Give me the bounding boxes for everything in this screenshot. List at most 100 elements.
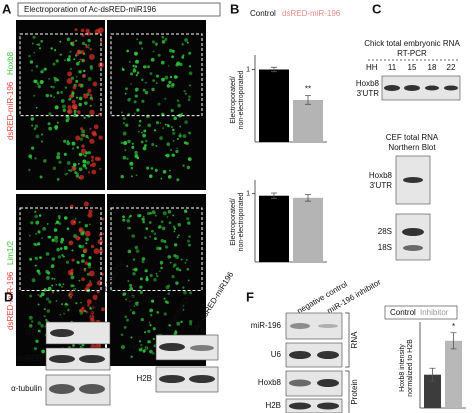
cell <box>144 269 148 273</box>
cell <box>120 174 124 179</box>
cell <box>120 111 123 114</box>
cell <box>54 235 59 240</box>
cell <box>184 38 188 42</box>
cell <box>56 121 59 124</box>
cell <box>60 99 65 103</box>
cell <box>36 43 38 46</box>
cell <box>183 290 187 295</box>
cell <box>53 96 55 99</box>
cell <box>52 62 56 66</box>
cell <box>69 50 72 53</box>
cell <box>155 274 159 278</box>
cell <box>51 277 54 280</box>
cell <box>129 286 134 291</box>
cell <box>69 67 72 71</box>
cell <box>37 230 41 234</box>
cell <box>149 72 153 76</box>
cell <box>66 161 71 165</box>
cell <box>64 86 68 89</box>
cell <box>153 232 157 236</box>
cell <box>72 147 75 150</box>
cell <box>157 225 161 229</box>
band <box>317 402 339 410</box>
cell <box>127 139 131 144</box>
stage: 11 <box>388 63 397 72</box>
cell <box>148 174 153 178</box>
cell <box>41 237 43 239</box>
cell <box>75 96 79 99</box>
cell <box>32 35 36 39</box>
cell <box>139 285 143 289</box>
cell <box>145 276 149 279</box>
cell <box>43 308 46 311</box>
cell <box>129 214 132 218</box>
band <box>189 375 215 383</box>
cell <box>99 167 102 170</box>
cell <box>62 104 66 109</box>
cell <box>157 102 161 106</box>
cell <box>81 144 85 148</box>
cell <box>167 174 172 179</box>
cell <box>58 217 61 220</box>
cell <box>159 260 164 265</box>
cell <box>30 221 34 225</box>
cell <box>86 160 90 165</box>
bracket <box>345 312 350 413</box>
cell <box>187 279 190 282</box>
cell <box>88 270 95 277</box>
heading: CEF total RNA <box>386 133 439 142</box>
cell <box>149 324 152 327</box>
cell <box>159 270 161 273</box>
cell <box>125 318 129 322</box>
band <box>404 85 420 91</box>
cell <box>76 146 80 149</box>
cell <box>91 98 94 101</box>
blot-label: α-tubulin <box>11 384 42 393</box>
cell <box>137 130 140 133</box>
blot-label: Hoxb8 <box>258 378 282 387</box>
cell <box>142 65 146 69</box>
cell <box>144 139 148 143</box>
cell <box>154 237 157 241</box>
cell <box>99 40 103 43</box>
error-bar <box>429 367 436 382</box>
cell <box>35 232 38 235</box>
cell <box>91 169 97 175</box>
cell <box>67 308 70 312</box>
cell <box>48 126 52 131</box>
cell <box>90 311 95 315</box>
cell <box>76 260 80 264</box>
cell <box>78 152 83 157</box>
cell <box>120 141 124 145</box>
cell <box>140 140 144 144</box>
cell <box>29 294 32 298</box>
error-bar <box>271 192 277 199</box>
significance: ** <box>305 85 311 94</box>
cell <box>160 266 163 270</box>
cell <box>142 349 146 353</box>
cell <box>80 253 85 258</box>
cell <box>142 146 147 151</box>
cell <box>40 324 44 328</box>
cell <box>81 33 85 37</box>
cell <box>151 40 156 44</box>
cell <box>61 303 63 306</box>
cell <box>159 122 162 124</box>
cell <box>81 259 85 264</box>
cell <box>177 222 182 227</box>
cell <box>28 168 31 172</box>
cell <box>169 261 172 264</box>
cell <box>141 257 146 261</box>
cell <box>101 217 105 221</box>
cell <box>28 234 31 237</box>
cell <box>35 243 38 247</box>
cell <box>87 151 91 155</box>
stage-label: HH <box>366 63 378 72</box>
band <box>403 177 423 183</box>
cell <box>181 55 185 59</box>
cell <box>188 243 191 247</box>
cell <box>43 67 47 71</box>
cell <box>155 246 160 250</box>
cell <box>178 134 182 138</box>
